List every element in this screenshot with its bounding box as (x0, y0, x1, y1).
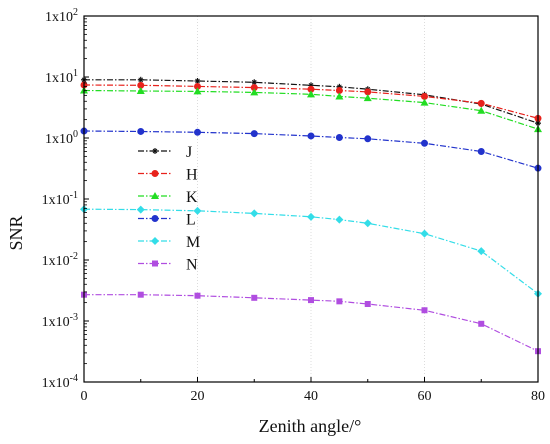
legend-entry-L: L (138, 212, 196, 229)
legend-label: L (186, 212, 196, 229)
y-tick-label: 1x10-2 (42, 251, 78, 269)
data-point-N (308, 297, 314, 304)
data-point-L (364, 135, 372, 143)
legend-entry-K: K (138, 189, 198, 206)
series-line-L (83, 130, 539, 169)
data-point-N (194, 292, 201, 299)
legend-entry-J: J (138, 144, 192, 161)
y-tick-label: 1x102 (45, 7, 78, 25)
data-point-H (477, 99, 485, 107)
data-point-M (420, 229, 429, 238)
data-point-L (477, 148, 485, 156)
data-point-N (137, 291, 144, 298)
x-tick-label: 60 (418, 389, 432, 404)
data-point-L (335, 133, 343, 141)
data-point-M (307, 212, 315, 221)
legend-marker (152, 148, 158, 154)
data-point-K (420, 98, 429, 106)
x-tick-label: 0 (81, 389, 88, 404)
data-point-M (335, 215, 344, 224)
data-point-N (251, 294, 258, 301)
legend-marker (151, 192, 159, 199)
data-point-M (136, 205, 145, 214)
data-point-L (250, 130, 258, 138)
data-point-L (307, 132, 315, 140)
x-tick-label: 40 (304, 389, 318, 404)
y-tick-label: 1x10-4 (42, 373, 78, 391)
series-L (80, 127, 542, 172)
data-point-N (421, 307, 428, 314)
legend-label: N (186, 257, 198, 274)
data-point-N (478, 320, 485, 327)
legend-marker (151, 215, 159, 222)
data-point-K (335, 92, 344, 100)
y-tick-label: 1x10-1 (42, 190, 78, 208)
series-line-M (83, 208, 539, 295)
data-point-K (477, 106, 486, 114)
y-tick-label: 1x100 (45, 129, 78, 147)
x-tick-label: 80 (531, 389, 545, 404)
legend-entry-H: H (138, 167, 198, 184)
series-M (80, 205, 542, 298)
data-point-J (137, 76, 144, 83)
series-line-K (83, 89, 539, 130)
data-point-K (250, 88, 259, 96)
series-line-N (84, 294, 539, 352)
y-axis-label: SNR (6, 215, 26, 250)
data-point-K (136, 86, 145, 94)
data-point-M (477, 247, 486, 256)
x-axis-label: Zenith angle/° (259, 416, 362, 436)
data-point-M (193, 206, 202, 215)
data-point-H (421, 92, 428, 100)
data-point-L (137, 127, 145, 135)
data-point-K (193, 87, 202, 95)
series-line-H (83, 84, 539, 119)
data-point-L (421, 139, 428, 147)
legend-entry-N: N (138, 257, 198, 274)
legend-label: J (186, 144, 192, 161)
legend-label: H (186, 167, 198, 184)
x-tick-label: 20 (191, 389, 205, 404)
legend-entry-M: M (138, 234, 200, 251)
data-point-H (364, 88, 372, 96)
legend-marker (152, 260, 158, 267)
data-point-K (363, 94, 372, 102)
data-point-N (364, 300, 371, 307)
legend-label: M (186, 234, 200, 251)
data-point-M (363, 219, 372, 228)
data-point-K (307, 90, 315, 98)
legend-marker (151, 170, 159, 177)
series-layer (80, 76, 542, 355)
tick-marks (83, 15, 539, 383)
legend-label: K (186, 189, 198, 206)
data-point-N (336, 298, 343, 305)
data-point-M (250, 209, 259, 218)
legend-marker (151, 237, 159, 245)
tick-labels: 0 20 40 60 80 1x102 1x101 1x100 1x10-1 1x10-2 1x10… (42, 7, 545, 404)
y-tick-label: 1x101 (45, 68, 78, 86)
grid-lines (197, 16, 425, 382)
y-tick-label: 1x10-3 (42, 312, 78, 330)
data-point-L (194, 128, 201, 136)
